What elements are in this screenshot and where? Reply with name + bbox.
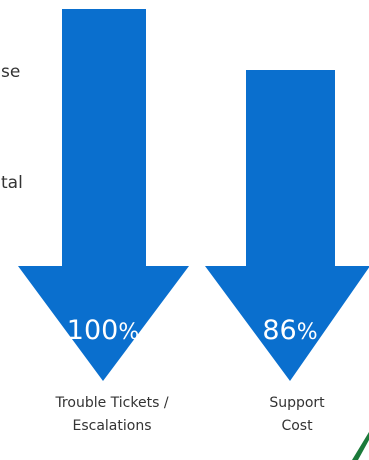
arrow-1-value-label: 100% [67,315,139,346]
category-label-line: Cost [252,415,342,438]
category-label-line: Support [252,392,342,415]
arrow-2-value-label: 86% [262,315,317,346]
category-label-line: Trouble Tickets / [22,392,202,415]
category-label-trouble-tickets: Trouble Tickets / Escalations [22,392,202,438]
logo-mark [352,432,369,460]
category-label-support-cost: Support Cost [252,392,342,438]
category-label-line: Escalations [22,415,202,438]
